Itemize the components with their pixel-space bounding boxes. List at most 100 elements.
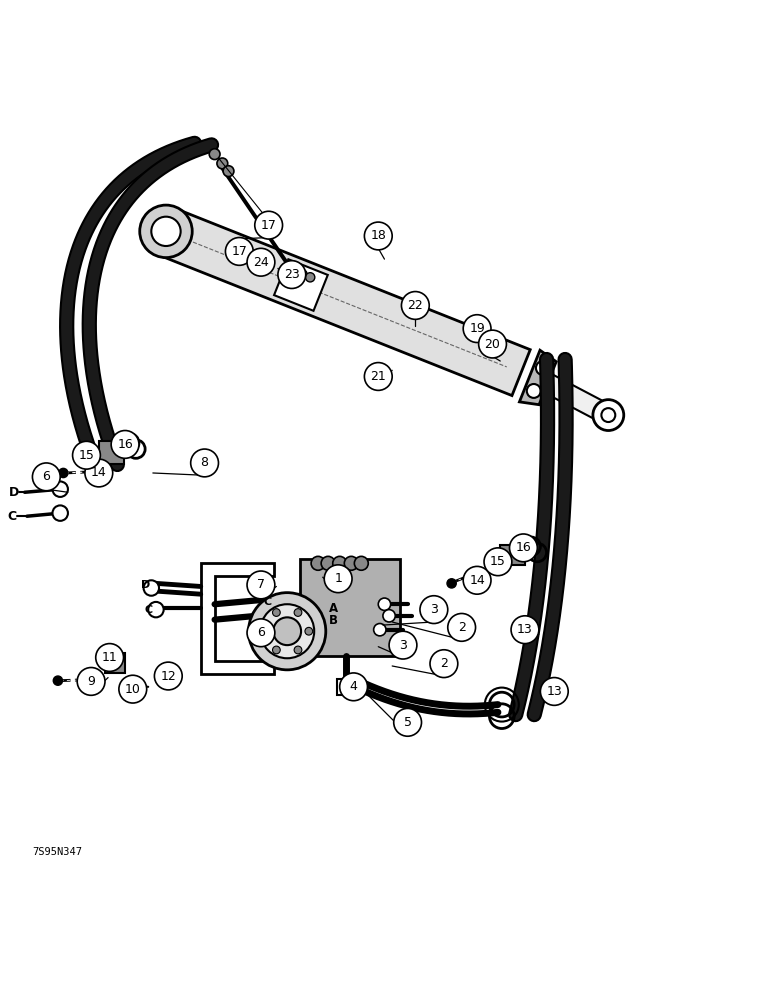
Circle shape [52, 481, 68, 497]
Text: 24: 24 [253, 256, 269, 269]
Text: B: B [329, 614, 338, 627]
Circle shape [96, 644, 124, 671]
Circle shape [447, 579, 456, 588]
Circle shape [510, 534, 537, 562]
Circle shape [364, 222, 392, 250]
Text: 7S95N347: 7S95N347 [32, 847, 83, 857]
Text: 13: 13 [547, 685, 562, 698]
Polygon shape [105, 653, 125, 673]
Circle shape [374, 624, 386, 636]
Polygon shape [544, 374, 612, 424]
Circle shape [593, 400, 624, 431]
Circle shape [148, 602, 164, 617]
Circle shape [383, 610, 395, 622]
Circle shape [151, 217, 181, 246]
Polygon shape [520, 350, 556, 405]
Text: C: C [144, 605, 152, 615]
Text: A: A [329, 602, 338, 615]
Circle shape [144, 580, 159, 596]
Text: 16: 16 [516, 541, 531, 554]
Text: 17: 17 [261, 219, 276, 232]
Circle shape [479, 330, 506, 358]
Circle shape [430, 650, 458, 678]
Circle shape [52, 505, 68, 521]
Text: 3: 3 [430, 603, 438, 616]
Text: 15: 15 [490, 555, 506, 568]
Text: 10: 10 [125, 683, 141, 696]
Circle shape [273, 617, 301, 645]
Circle shape [294, 646, 302, 654]
Text: 6: 6 [257, 626, 265, 639]
Text: D: D [141, 580, 150, 590]
Circle shape [311, 556, 325, 570]
Circle shape [389, 631, 417, 659]
Circle shape [225, 238, 253, 265]
Polygon shape [337, 679, 355, 695]
Circle shape [260, 604, 314, 658]
Text: 6: 6 [42, 470, 50, 483]
Polygon shape [201, 563, 274, 674]
Circle shape [463, 566, 491, 594]
Text: 20: 20 [485, 338, 500, 351]
Circle shape [217, 158, 228, 169]
Circle shape [540, 678, 568, 705]
Circle shape [249, 593, 326, 670]
Polygon shape [157, 208, 530, 396]
Circle shape [191, 449, 218, 477]
Circle shape [53, 676, 63, 685]
Circle shape [324, 565, 352, 593]
Text: 18: 18 [371, 229, 386, 242]
Text: 3: 3 [399, 639, 407, 652]
Text: 8: 8 [201, 456, 208, 469]
Circle shape [223, 166, 234, 177]
Circle shape [298, 270, 307, 279]
Circle shape [420, 596, 448, 624]
Text: 9: 9 [87, 675, 95, 688]
Text: 22: 22 [408, 299, 423, 312]
Text: 1: 1 [334, 572, 342, 585]
Circle shape [394, 708, 422, 736]
Circle shape [278, 261, 306, 288]
Circle shape [247, 571, 275, 599]
Circle shape [344, 556, 358, 570]
Circle shape [262, 627, 269, 635]
Circle shape [273, 646, 280, 654]
Circle shape [111, 431, 139, 458]
Circle shape [601, 408, 615, 422]
Circle shape [527, 384, 540, 398]
Text: 21: 21 [371, 370, 386, 383]
Polygon shape [500, 545, 525, 565]
Text: 7: 7 [257, 578, 265, 591]
Circle shape [247, 248, 275, 276]
Circle shape [59, 468, 68, 478]
Circle shape [73, 441, 100, 469]
Text: 2: 2 [440, 657, 448, 670]
Text: 12: 12 [161, 670, 176, 683]
Text: C: C [7, 510, 16, 523]
Text: 11: 11 [102, 651, 117, 664]
Circle shape [536, 361, 550, 375]
Polygon shape [300, 559, 400, 656]
Circle shape [273, 609, 280, 616]
Polygon shape [274, 259, 328, 311]
Circle shape [321, 556, 335, 570]
Text: 16: 16 [117, 438, 133, 451]
Circle shape [448, 613, 476, 641]
Circle shape [77, 668, 105, 695]
Text: 15: 15 [79, 449, 94, 462]
Circle shape [119, 675, 147, 703]
Circle shape [255, 211, 283, 239]
Polygon shape [99, 441, 124, 464]
Circle shape [306, 273, 315, 282]
Circle shape [140, 205, 192, 258]
Circle shape [32, 463, 60, 491]
Circle shape [305, 627, 313, 635]
Circle shape [85, 459, 113, 487]
Circle shape [354, 556, 368, 570]
Text: C: C [263, 597, 271, 607]
Circle shape [378, 598, 391, 610]
Text: D: D [8, 486, 19, 499]
Circle shape [340, 673, 367, 701]
Text: 14: 14 [469, 574, 485, 587]
Circle shape [154, 662, 182, 690]
